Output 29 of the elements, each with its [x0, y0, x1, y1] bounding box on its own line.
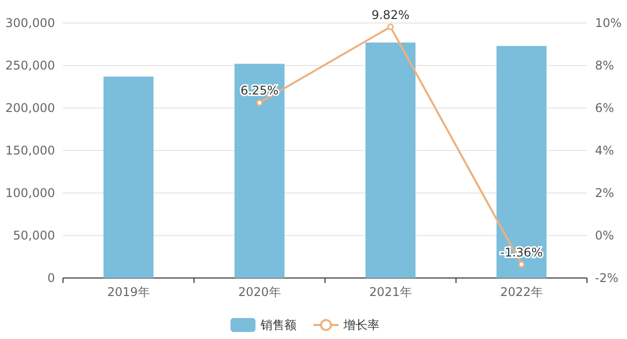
y-tick-label: 100,000: [5, 186, 55, 200]
data-label: 6.25%: [240, 84, 279, 98]
y2-tick-label: 4%: [595, 144, 614, 158]
y-tick-label: 200,000: [5, 101, 55, 115]
bar: [234, 64, 284, 278]
y-tick-label: 0: [47, 271, 55, 285]
y2-tick-label: 6%: [595, 101, 614, 115]
point: [387, 24, 394, 30]
legend-label: 增长率: [342, 318, 380, 332]
bar: [366, 42, 416, 278]
x-tick-label: 2019年: [107, 285, 150, 299]
x-tick-label: 2021年: [369, 285, 412, 299]
y2-tick-label: 10%: [595, 16, 622, 30]
bar: [104, 76, 154, 278]
x-tick-label: 2022年: [500, 285, 543, 299]
y-tick-label: 150,000: [5, 144, 55, 158]
y2-tick-label: -2%: [595, 271, 618, 285]
legend-label: 销售额: [260, 318, 296, 332]
y-tick-label: 50,000: [13, 228, 55, 242]
y2-tick-label: 2%: [595, 186, 614, 200]
y-tick-label: 300,000: [5, 16, 55, 30]
y2-tick-label: 0%: [595, 228, 614, 242]
bar: [496, 46, 546, 278]
y-tick-label: 250,000: [5, 58, 55, 72]
x-tick-label: 2020年: [238, 285, 281, 299]
point: [256, 99, 263, 106]
y2-tick-label: 8%: [595, 58, 614, 72]
point: [518, 261, 525, 268]
data-label: 9.82%: [371, 8, 410, 22]
